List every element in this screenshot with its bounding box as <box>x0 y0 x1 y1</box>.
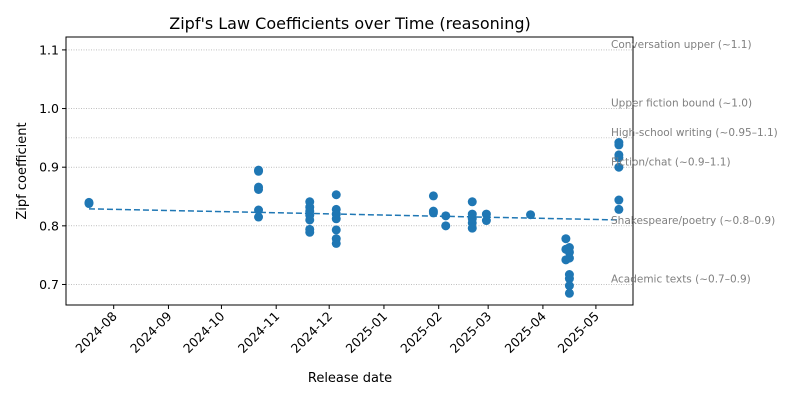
reference-label: Academic texts (~0.7–0.9) <box>611 274 751 286</box>
x-tick-label: 2024-08 <box>72 308 120 356</box>
reference-label: Upper fiction bound (~1.0) <box>611 98 752 110</box>
reference-label: Conversation upper (~1.1) <box>611 39 752 51</box>
data-point <box>526 210 536 220</box>
x-tick-label: 2024-11 <box>235 309 283 357</box>
data-point <box>254 205 264 215</box>
data-point <box>254 184 264 194</box>
x-axis: 2024-08 2024-09 2024-10 2024-11 2024-12 2025-… <box>72 305 602 356</box>
data-point <box>614 153 624 163</box>
reference-label: High-school writing (~0.95–1.1) <box>611 127 778 139</box>
x-tick-label: 2025-01 <box>343 309 391 357</box>
x-tick-label: 2025-04 <box>501 308 549 356</box>
y-tick-label: 0.7 <box>39 277 59 292</box>
data-point <box>84 199 94 209</box>
data-point <box>441 221 451 231</box>
data-point <box>614 140 624 150</box>
reference-label: Fiction/chat (~0.9–1.1) <box>611 156 731 168</box>
data-point <box>481 216 491 226</box>
data-point <box>331 214 341 224</box>
x-axis-label: Release date <box>308 371 392 386</box>
x-tick-label: 2024-10 <box>180 308 228 356</box>
reference-lines <box>66 49 633 285</box>
data-point <box>564 281 574 291</box>
data-point <box>564 274 574 284</box>
plot-frame <box>65 36 634 306</box>
data-point <box>254 212 264 222</box>
data-point <box>467 197 477 207</box>
x-tick-label: 2024-09 <box>127 308 175 356</box>
reference-label: Shakespeare/poetry (~0.8–0.9) <box>611 215 775 227</box>
x-tick-label: 2025-02 <box>397 309 445 357</box>
data-point <box>614 162 624 172</box>
data-point <box>305 215 315 225</box>
y-tick-label: 1.0 <box>39 101 59 116</box>
y-axis-label: Zipf coefficient <box>15 122 30 219</box>
data-point <box>428 191 438 201</box>
reference-labels: Conversation upper (~1.1) Upper fiction b… <box>611 39 778 286</box>
y-tick-label: 1.1 <box>39 42 59 57</box>
chart-title: Zipf's Law Coefficients over Time (reaso… <box>169 14 530 33</box>
data-point <box>428 208 438 218</box>
data-point <box>305 227 315 237</box>
y-tick-label: 0.9 <box>39 160 59 175</box>
x-tick-label: 2025-03 <box>447 309 495 357</box>
trend-line <box>88 208 619 221</box>
data-point <box>441 211 451 221</box>
y-tick-label: 0.8 <box>39 218 59 233</box>
data-point <box>331 238 341 248</box>
x-tick-label: 2025-05 <box>554 309 602 357</box>
data-point <box>614 204 624 214</box>
data-point <box>614 195 624 205</box>
data-point <box>564 288 574 298</box>
trend-layer <box>88 208 619 221</box>
data-point <box>564 253 574 263</box>
x-tick-label: 2024-12 <box>288 309 336 357</box>
data-point <box>254 166 264 176</box>
data-point <box>467 223 477 233</box>
data-point <box>331 225 341 235</box>
data-point <box>481 209 491 219</box>
data-point <box>561 234 571 244</box>
data-point <box>331 190 341 200</box>
y-axis: 0.7 0.8 0.9 1.0 1.1 <box>39 42 66 292</box>
points-layer <box>84 138 624 298</box>
